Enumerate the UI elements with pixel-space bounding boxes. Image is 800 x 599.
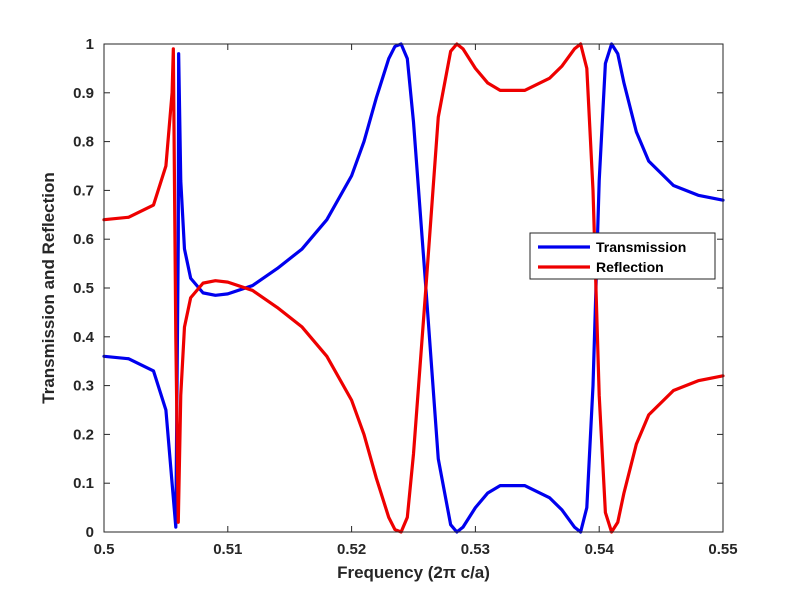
series-line-transmission <box>102 42 725 534</box>
ticks-layer: 0.5 0.51 0.52 0.53 0.54 0.55 0 0.1 0.2 0.3 0.4 0.5 0… <box>73 36 737 558</box>
y-tick-label: 0.4 <box>73 329 95 346</box>
y-tick-label: 0.5 <box>73 280 94 297</box>
legend-box <box>529 232 716 280</box>
legend: Transmission Reflection <box>529 232 716 280</box>
y-tick-label: 0.2 <box>73 426 94 443</box>
y-axis-title: Transmission and Reflection <box>39 172 58 403</box>
legend-label-reflection: Reflection <box>596 259 664 275</box>
x-tick-label: 0.54 <box>585 541 615 558</box>
y-tick-label: 0.3 <box>73 378 94 395</box>
x-tick-label: 0.53 <box>461 541 490 558</box>
x-tick-label: 0.51 <box>213 541 242 558</box>
y-tick-label: 0.1 <box>73 475 94 492</box>
legend-label-transmission: Transmission <box>596 239 686 255</box>
x-axis-title: Frequency (2π c/a) <box>337 563 490 582</box>
series-layer <box>102 42 725 534</box>
y-tick-label: 0.6 <box>73 231 94 248</box>
y-tick-label: 0.8 <box>73 134 94 151</box>
y-tick-label: 0.7 <box>73 182 94 199</box>
x-tick-label: 0.52 <box>337 541 366 558</box>
x-tick-label: 0.5 <box>94 541 115 558</box>
series-line-reflection <box>102 42 725 534</box>
y-tick-label: 0.9 <box>73 85 94 102</box>
y-tick-label: 0 <box>86 524 94 541</box>
y-tick-label: 1 <box>86 36 94 53</box>
x-tick-label: 0.55 <box>708 541 737 558</box>
